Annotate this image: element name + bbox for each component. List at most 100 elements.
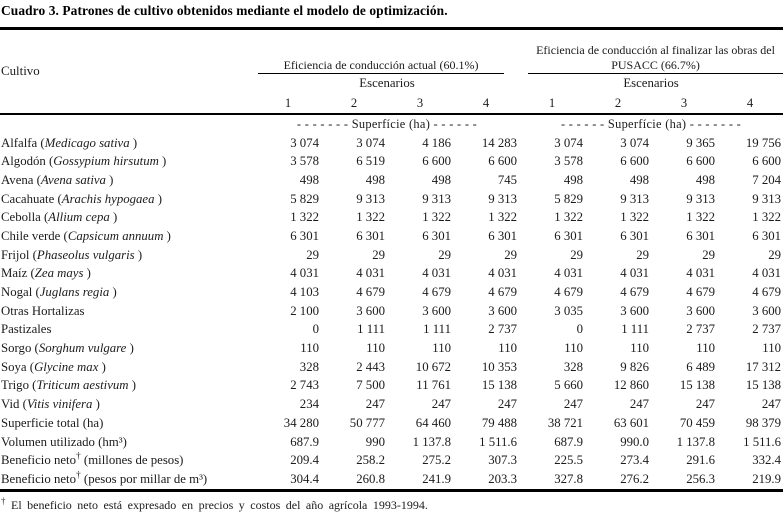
value-cell: 7 500 (356, 378, 385, 393)
value-cell: 3 600 (422, 303, 451, 318)
value-cell: 110 (630, 341, 650, 356)
value-cell: 2 737 (488, 322, 518, 337)
value-cell: 291.6 (686, 453, 716, 468)
value-cell: 15 138 (745, 378, 782, 393)
value-cell: 327.8 (554, 471, 584, 486)
value-cell: 498 (563, 172, 584, 187)
value-cell: 5 660 (554, 378, 584, 393)
value-cell: 0 (576, 322, 584, 337)
value-cell: 6 489 (686, 359, 716, 374)
crop-label: Trigo (Triticum aestivum ) (1, 378, 136, 393)
value-cell: 247 (761, 397, 782, 412)
value-cell: 498 (629, 172, 650, 187)
value-cell: 110 (762, 341, 782, 356)
value-cell: 247 (563, 397, 584, 412)
value-cell: 19 756 (745, 135, 782, 150)
scenario-number: 4 (717, 93, 783, 115)
table-row: Volumen utilizado (hm³) 687.9 990 1 137.8 1 … (0, 433, 783, 452)
table-row: Alfalfa (Medicago sativa ) 3 074 3 074 4 18… (0, 134, 783, 153)
table-row: Otras Hortalizas 2 100 3 600 3 600 3 600 3 03… (0, 302, 783, 321)
value-cell: 1 322 (686, 210, 716, 225)
value-cell: 990.0 (620, 434, 650, 449)
crop-label: Cacahuate (Arachis hypogaea ) (1, 191, 162, 206)
value-cell: 4 186 (422, 135, 451, 150)
value-cell: 4 031 (488, 266, 518, 281)
value-cell: 4 031 (620, 266, 650, 281)
value-cell: 70 459 (679, 415, 716, 430)
table-header: Cultivo Eficiencia de conducción actual … (0, 28, 783, 115)
value-cell: 9 365 (686, 135, 716, 150)
crop-label: Avena (Avena sativa ) (1, 172, 114, 187)
value-cell: 6 301 (554, 228, 584, 243)
value-cell: 7 204 (752, 172, 782, 187)
value-cell: 2 737 (752, 322, 782, 337)
value-cell: 4 031 (686, 266, 716, 281)
empty-cell (0, 114, 255, 134)
value-cell: 9 313 (686, 191, 716, 206)
value-cell: 247 (629, 397, 650, 412)
group-header-right-label: Eficiencia de conducción al finalizar la… (528, 43, 783, 74)
dagger-symbol: † (1, 495, 6, 506)
value-cell: 4 679 (752, 285, 782, 300)
value-cell: 14 283 (481, 135, 518, 150)
value-cell: 498 (431, 172, 451, 187)
value-cell: 110 (366, 341, 385, 356)
value-cell: 247 (497, 397, 518, 412)
value-cell: 110 (564, 341, 584, 356)
value-cell: 3 035 (554, 303, 584, 318)
value-cell: 9 313 (488, 191, 518, 206)
value-cell: 9 313 (620, 191, 650, 206)
scenario-number: 2 (585, 93, 652, 115)
value-cell: 276.2 (620, 471, 650, 486)
crop-label: Nogal (Juglans regia ) (1, 285, 117, 300)
value-cell: 17 312 (745, 359, 782, 374)
scenario-number: 1 (519, 93, 586, 115)
table-body: - - - - - - - Superfície (ha) - - - - - … (0, 114, 783, 490)
value-cell: 3 600 (488, 303, 518, 318)
value-cell: 6 301 (356, 228, 385, 243)
crop-label: Cebolla (Allium cepa ) (1, 210, 118, 225)
value-cell: 1 511.6 (479, 434, 518, 449)
unit-row: - - - - - - - Superfície (ha) - - - - - … (0, 114, 783, 134)
escenarios-label-left: Escenarios (359, 76, 415, 90)
table-row: Nogal (Juglans regia ) 4 103 4 679 4 679 4 6… (0, 283, 783, 302)
value-cell: 1 137.8 (676, 434, 716, 449)
value-cell: 275.2 (422, 453, 451, 468)
unit-label-left: - - - - - - - Superfície (ha) - - - - - … (296, 116, 478, 131)
value-cell: 1 111 (423, 322, 451, 337)
value-cell: 1 322 (752, 210, 782, 225)
scenario-numbers-row: 1 2 3 4 1 2 3 4 (0, 93, 783, 115)
value-cell: 247 (695, 397, 716, 412)
value-cell: 2 737 (686, 322, 716, 337)
crop-label: Sorgo (Sorghum vulgare ) (1, 341, 134, 356)
crop-label: Beneficio neto† (millones de pesos) (1, 451, 184, 468)
crop-label: Vid (Vitis vinifera ) (1, 397, 100, 412)
value-cell: 209.4 (290, 453, 319, 468)
table-title: Cuadro 3. Patrones de cultivo obtenidos … (1, 3, 448, 18)
value-cell: 4 031 (290, 266, 319, 281)
value-cell: 498 (695, 172, 716, 187)
value-cell: 990 (365, 434, 385, 449)
value-cell: 29 (702, 247, 716, 262)
table-row: Trigo (Triticum aestivum ) 2 743 7 500 11 7… (0, 377, 783, 396)
value-cell: 4 679 (554, 285, 584, 300)
value-cell: 11 761 (416, 378, 451, 393)
value-cell: 4 679 (620, 285, 650, 300)
value-cell: 79 488 (481, 415, 518, 430)
table-row: Superficie total (ha) 34 280 50 777 64 460 7… (0, 414, 783, 433)
scenario-number: 3 (651, 93, 718, 115)
value-cell: 328 (563, 359, 584, 374)
value-cell: 4 679 (422, 285, 451, 300)
value-cell: 6 301 (620, 228, 650, 243)
value-cell: 332.4 (752, 453, 782, 468)
value-cell: 3 074 (620, 135, 650, 150)
value-cell: 1 137.8 (412, 434, 451, 449)
value-cell: 0 (312, 322, 319, 337)
value-cell: 3 578 (554, 154, 584, 169)
crop-table: Cultivo Eficiencia de conducción actual … (0, 27, 783, 492)
value-cell: 498 (365, 172, 385, 187)
value-cell: 9 313 (422, 191, 451, 206)
value-cell: 6 301 (488, 228, 518, 243)
value-cell: 63 601 (613, 415, 650, 430)
